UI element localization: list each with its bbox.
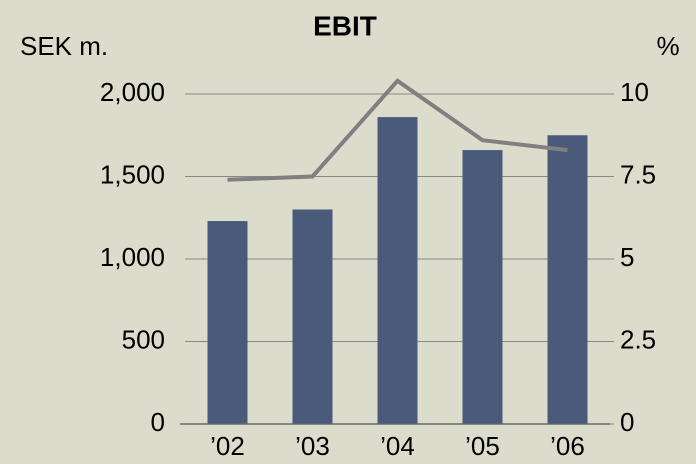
- y-tick-label: 1,500: [100, 159, 165, 189]
- bar: [462, 150, 503, 424]
- y2-tick-label: 2.5: [620, 324, 656, 354]
- y2-axis-label: %: [656, 31, 679, 61]
- y-axis-label: SEK m.: [20, 31, 108, 61]
- x-tick-label: ’05: [465, 431, 500, 461]
- y2-tick-label: 5: [620, 242, 634, 272]
- chart-title: EBIT: [313, 10, 377, 41]
- y-tick-label: 0: [151, 407, 165, 437]
- x-tick-label: ’06: [550, 431, 585, 461]
- y2-tick-label: 0: [620, 407, 634, 437]
- x-tick-label: ’02: [210, 431, 245, 461]
- y2-tick-label: 10: [620, 77, 649, 107]
- y-tick-label: 1,000: [100, 242, 165, 272]
- y-tick-label: 2,000: [100, 77, 165, 107]
- bar: [292, 209, 333, 424]
- y2-tick-label: 7.5: [620, 159, 656, 189]
- y-tick-label: 500: [122, 324, 165, 354]
- x-tick-label: ’03: [295, 431, 330, 461]
- bar: [377, 117, 418, 424]
- line: [227, 78, 568, 182]
- x-tick-label: ’04: [380, 431, 415, 461]
- bar: [547, 135, 588, 424]
- bar: [207, 221, 248, 424]
